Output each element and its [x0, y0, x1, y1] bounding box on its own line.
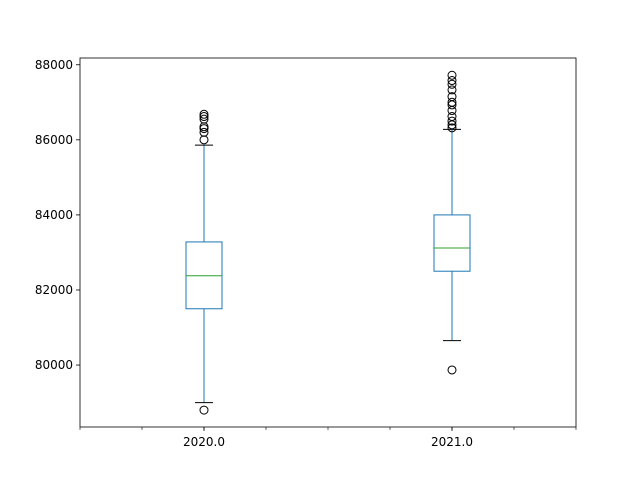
outlier-point — [447, 85, 457, 95]
box-2020.0 — [185, 109, 223, 415]
outlier-point — [199, 109, 209, 119]
iqr-box — [433, 214, 471, 272]
y-tick-label: 80000 — [35, 358, 73, 372]
outlier-point — [447, 365, 457, 375]
outlier-point — [447, 79, 457, 89]
x-tick-label: 2020.0 — [183, 435, 225, 449]
outlier-point — [447, 76, 457, 86]
outlier-point — [447, 116, 457, 126]
x-tick-label: 2021.0 — [431, 435, 473, 449]
boxes — [185, 70, 471, 415]
outlier-point — [199, 127, 209, 137]
outlier-point — [447, 112, 457, 122]
outlier-point — [199, 405, 209, 415]
outlier-point — [447, 70, 457, 80]
x-axis: 2020.0 2021.0 — [79, 427, 577, 449]
outlier-point — [447, 123, 457, 133]
outlier-point — [447, 92, 457, 102]
outlier-point — [447, 97, 457, 107]
outlier-point — [199, 114, 209, 124]
outlier-point — [199, 112, 209, 122]
y-tick-label: 82000 — [35, 283, 73, 297]
y-tick-label: 84000 — [35, 208, 73, 222]
box-2021.0 — [433, 70, 471, 375]
y-tick-label: 88000 — [35, 58, 73, 72]
plot-area-frame — [79, 57, 577, 428]
y-tick-label: 86000 — [35, 133, 73, 147]
y-axis: 80000 82000 84000 86000 88000 — [35, 58, 80, 372]
